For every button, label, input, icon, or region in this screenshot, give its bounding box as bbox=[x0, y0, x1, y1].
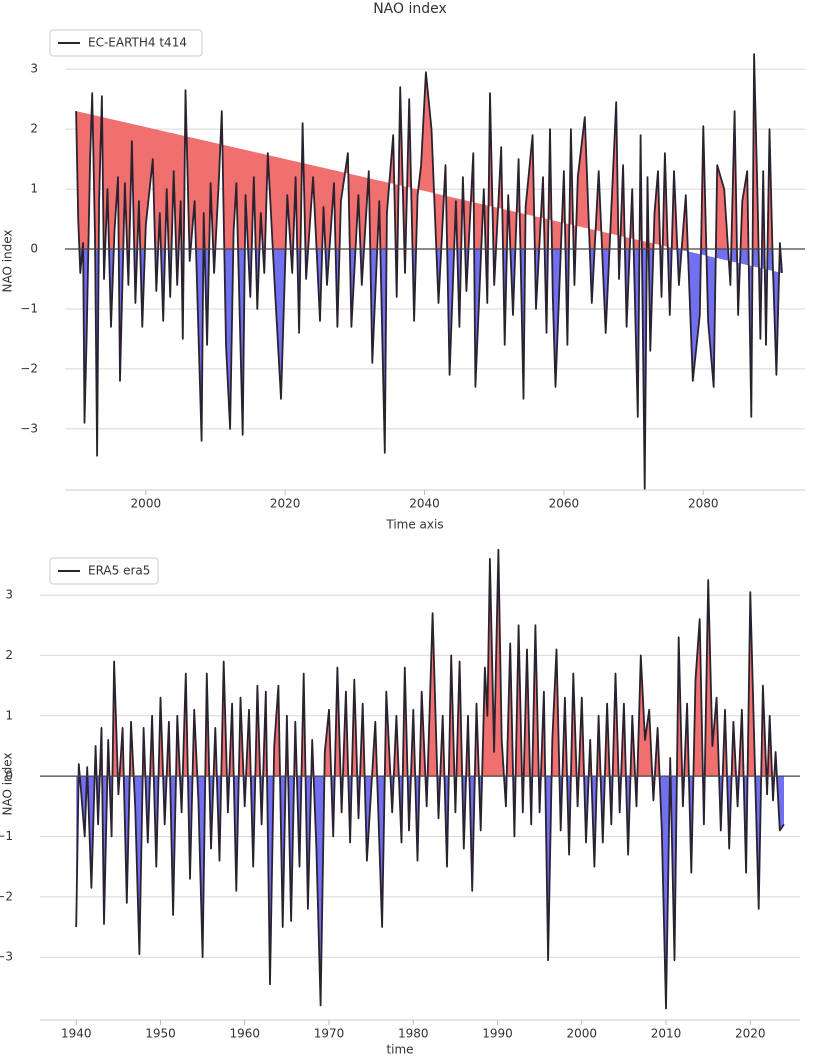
y-tick-label: 0 bbox=[5, 769, 13, 783]
y-axis-label: NAO index bbox=[1, 752, 15, 815]
legend-box bbox=[49, 557, 159, 585]
x-tick-label: 1960 bbox=[229, 1027, 260, 1041]
x-axis-label: time bbox=[386, 1043, 413, 1057]
y-tick-label: −3 bbox=[0, 950, 13, 964]
y-tick-label: −1 bbox=[20, 301, 38, 315]
x-tick-label: 2040 bbox=[409, 497, 440, 511]
x-axis-label: Time axis bbox=[385, 518, 443, 532]
y-tick-label: 1 bbox=[5, 708, 13, 722]
chart-title: NAO index bbox=[373, 1, 447, 17]
y-tick-label: 1 bbox=[30, 182, 38, 196]
legend-label: EC-EARTH4 t414 bbox=[88, 36, 187, 50]
series-line bbox=[75, 548, 785, 1010]
x-tick-label: 1950 bbox=[145, 1027, 176, 1041]
x-tick-label: 2010 bbox=[651, 1027, 682, 1041]
y-axis-label: NAO index bbox=[1, 229, 15, 292]
x-tick-label: 2000 bbox=[131, 497, 162, 511]
x-tick-label: 2020 bbox=[735, 1027, 766, 1041]
y-tick-label: 2 bbox=[30, 122, 38, 136]
area-above bbox=[76, 54, 781, 250]
x-tick-label: 2020 bbox=[270, 497, 301, 511]
x-tick-label: 1980 bbox=[398, 1027, 429, 1041]
x-tick-label: 2060 bbox=[549, 497, 580, 511]
x-tick-label: 1990 bbox=[482, 1027, 513, 1041]
y-tick-label: 0 bbox=[30, 242, 38, 256]
x-tick-label: 2000 bbox=[567, 1027, 598, 1041]
y-tick-label: 3 bbox=[30, 62, 38, 76]
y-tick-label: 2 bbox=[5, 648, 13, 662]
series-line bbox=[75, 53, 783, 490]
y-tick-label: −2 bbox=[20, 361, 38, 375]
y-tick-label: 3 bbox=[5, 588, 13, 602]
y-tick-label: −2 bbox=[0, 889, 13, 903]
legend-label: ERA5 era5 bbox=[88, 564, 150, 578]
legend-box bbox=[49, 29, 203, 57]
y-tick-label: −3 bbox=[20, 421, 38, 435]
x-tick-label: 2080 bbox=[688, 497, 719, 511]
x-tick-label: 1940 bbox=[61, 1027, 92, 1041]
y-tick-label: −1 bbox=[0, 829, 13, 843]
x-tick-label: 1970 bbox=[314, 1027, 345, 1041]
